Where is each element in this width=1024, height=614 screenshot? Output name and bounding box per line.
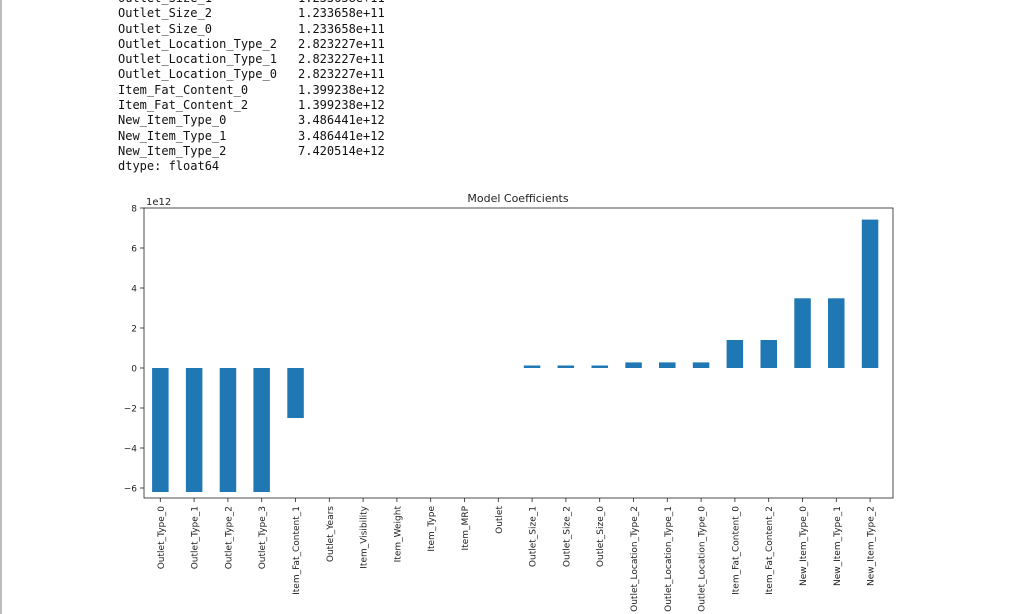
series-row-name: Outlet_Location_Type_2 [118, 36, 277, 51]
bar [625, 362, 642, 368]
series-row-name: New_Item_Type_0 [118, 113, 227, 128]
series-row: Outlet_Size_0 1.233658e+11 [118, 21, 385, 37]
x-tick-label: Item_Type [427, 506, 437, 552]
x-tick-label: Outlet_Years [326, 506, 336, 562]
bars-group [152, 219, 879, 492]
x-tick-label: New_Item_Type_2 [867, 506, 877, 586]
x-tick-label: Item_MRP [461, 505, 471, 550]
series-row-name: Outlet_Location_Type_0 [118, 67, 277, 82]
bar [726, 340, 744, 368]
series-row-name: Item_Fat_Content_0 [118, 82, 249, 97]
series-row: Outlet_Location_Type_2 2.823227e+11 [118, 37, 385, 52]
series-row-value: 2.823227e+11 [298, 67, 385, 82]
bar [692, 362, 710, 368]
y-tick-label: 6 [131, 245, 137, 255]
series-row-value: 1.233658e+11 [298, 6, 385, 21]
bar [828, 298, 845, 368]
bar [152, 368, 169, 492]
series-row: Item_Fat_Content_2 1.399238e+12 [118, 98, 385, 113]
series-row-value: 1.399238e+12 [298, 82, 385, 97]
bar [287, 368, 304, 418]
dtype-line: dtype: float64 [118, 159, 220, 174]
series-row-name: New_Item_Type_2 [118, 143, 227, 158]
bar [659, 362, 676, 368]
series-row: New_Item_Type_1 3.486441e+12 [118, 129, 385, 144]
bar [760, 340, 777, 368]
x-tick-label: Outlet_Type_0 [157, 506, 167, 570]
y-tick-label: 2 [131, 325, 137, 335]
x-tick-label: Outlet [495, 506, 505, 534]
series-row: Outlet_Location_Type_0 2.823227e+11 [118, 67, 385, 82]
series-row-name: Item_Fat_Content_2 [118, 98, 249, 113]
series-row-name: Outlet_Size_0 [118, 21, 212, 36]
x-axis: Outlet_Type_0 Outlet_Type_1 Outlet_Type_2 O… [157, 498, 877, 612]
series-row-value: 1.399238e+12 [298, 98, 385, 113]
series-row-value: 1.233658e+11 [298, 0, 385, 6]
x-tick-label: Outlet_Type_2 [224, 506, 234, 569]
series-row: New_Item_Type_0 3.486441e+12 [118, 113, 385, 128]
series-row-value: 1.233658e+11 [298, 21, 385, 36]
x-tick-label: Outlet_Size_2 [562, 506, 572, 567]
series-row-value: 2.823227e+11 [298, 36, 385, 51]
bar [219, 368, 237, 492]
bar [861, 219, 879, 368]
series-row: New_Item_Type_2 7.420514e+12 [118, 144, 385, 159]
series-row: Outlet_Size_1 1.233658e+11 [118, 0, 385, 6]
x-tick-label: Outlet_Size_1 [529, 506, 539, 567]
bar [794, 298, 811, 368]
bar [185, 368, 203, 492]
series-row-name: Outlet_Size_2 [118, 6, 212, 21]
x-tick-label: Outlet_Location_Type_2 [630, 506, 640, 612]
series-output: Outlet_Size_1 1.233658e+11 Outlet_Size_2 1.… [118, 0, 385, 175]
x-tick-label: Outlet_Type_3 [258, 506, 268, 569]
series-row: Outlet_Size_2 1.233658e+11 [118, 6, 385, 21]
series-row-name: Outlet_Size_1 [118, 0, 212, 6]
bar [591, 365, 608, 368]
y-tick-label: −6 [124, 485, 138, 495]
x-tick-label: New_Item_Type_0 [799, 506, 809, 586]
notebook-left-border [0, 0, 2, 614]
y-tick-label: 8 [131, 205, 137, 215]
series-row-name: Outlet_Location_Type_1 [118, 52, 277, 67]
series-row-name: New_Item_Type_1 [118, 128, 227, 143]
plot-frame [143, 207, 894, 499]
y-axis: −6 −4 −2 0 2 4 6 8 [124, 205, 144, 495]
y-tick-label: −4 [124, 445, 138, 455]
x-tick-label: Item_Fat_Content_1 [292, 506, 302, 595]
bar [557, 365, 575, 368]
y-tick-label: 4 [131, 285, 137, 295]
y-scale-label: 1e12 [146, 197, 171, 208]
x-tick-label: Item_Weight [393, 506, 403, 563]
series-row-value: 7.420514e+12 [298, 143, 385, 158]
y-tick-label: 0 [131, 365, 137, 375]
x-tick-label: Outlet_Location_Type_0 [698, 506, 708, 612]
y-tick-label: −2 [124, 405, 137, 415]
series-row: Outlet_Location_Type_1 2.823227e+11 [118, 52, 385, 67]
series-row-value: 2.823227e+11 [298, 52, 385, 67]
x-tick-label: Outlet_Size_0 [596, 506, 606, 567]
series-row-value: 3.486441e+12 [298, 128, 385, 143]
series-row-value: 3.486441e+12 [298, 113, 385, 128]
chart-title: Model Coefficients [467, 192, 568, 205]
x-tick-label: Item_Visibility [360, 505, 370, 568]
bar [253, 368, 270, 492]
x-tick-label: Item_Fat_Content_0 [731, 506, 741, 595]
x-tick-label: Outlet_Location_Type_1 [664, 506, 674, 612]
series-row: Item_Fat_Content_0 1.399238e+12 [118, 83, 385, 98]
x-tick-label: Item_Fat_Content_2 [765, 506, 775, 595]
x-tick-label: New_Item_Type_1 [833, 506, 843, 586]
x-tick-label: Outlet_Type_1 [191, 506, 201, 569]
bar [523, 365, 541, 368]
